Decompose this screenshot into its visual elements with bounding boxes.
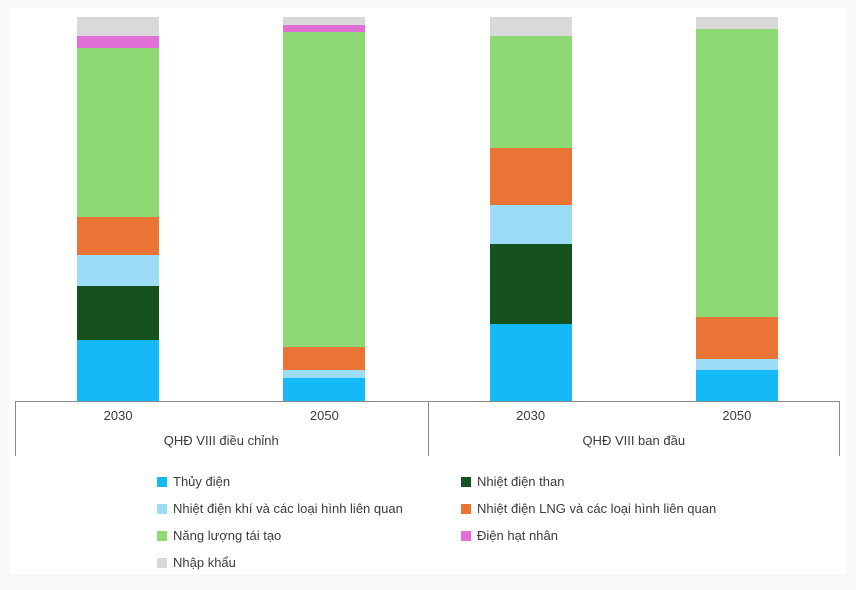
year-label: 2030 <box>103 408 133 423</box>
legend-label: Nhập khẩu <box>173 555 236 570</box>
legend-item: Nhiệt điện khí và các loại hình liên qua… <box>157 495 461 522</box>
bar-segment <box>77 216 160 256</box>
bar-segment <box>77 285 160 340</box>
stacked-bar <box>283 17 366 401</box>
legend-label: Nhiệt điện LNG và các loại hình liên qua… <box>477 501 717 516</box>
legend-swatch-icon <box>157 476 167 487</box>
year-label-row: 2030 2050 2030 2050 <box>15 402 840 429</box>
group-label: QHĐ VIII điều chỉnh <box>163 433 279 448</box>
bar-segment <box>489 36 572 148</box>
stacked-bar <box>695 17 778 401</box>
axis-tick <box>15 402 16 456</box>
axis-tick <box>839 402 840 456</box>
bar-segment <box>77 17 160 37</box>
legend-swatch-icon <box>157 557 167 568</box>
bar-slot <box>634 17 840 401</box>
plot-area <box>15 17 840 401</box>
legend: Thủy điện Nhiệt điện than Nhiệt điện khí… <box>157 468 847 576</box>
bar-segment <box>695 28 778 317</box>
bar-slot <box>221 17 427 401</box>
bar-group-adjusted <box>15 17 428 401</box>
year-label: 2050 <box>722 408 752 423</box>
bar-segment <box>77 339 160 401</box>
bar-segment <box>489 243 572 325</box>
bar-segment <box>695 370 778 401</box>
stacked-bar <box>77 17 160 401</box>
bar-segment <box>283 24 366 33</box>
bar-segment <box>283 32 366 348</box>
bar-segment <box>283 17 366 25</box>
bar-segment <box>489 324 572 401</box>
bar-segment <box>283 370 366 378</box>
bar-segment <box>283 377 366 401</box>
legend-swatch-icon <box>461 530 471 541</box>
group-label-row: QHĐ VIII điều chỉnh QHĐ VIII ban đầu <box>15 429 840 456</box>
year-label: 2050 <box>309 408 339 423</box>
bar-segment <box>695 17 778 29</box>
bar-segment <box>283 347 366 371</box>
legend-swatch-icon <box>461 503 471 514</box>
legend-item: Nhập khẩu <box>157 549 461 576</box>
legend-item: Năng lượng tái tạo <box>157 522 461 549</box>
bar-groups <box>15 17 840 401</box>
bar-segment <box>77 36 160 48</box>
legend-item: Điện hạt nhân <box>461 522 847 549</box>
legend-swatch-icon <box>157 530 167 541</box>
axis-tick <box>427 402 429 456</box>
legend-swatch-icon <box>461 476 471 487</box>
legend-item: Nhiệt điện than <box>461 468 847 495</box>
chart-canvas: 2030 2050 2030 2050 QHĐ VIII điều chỉnh … <box>9 8 847 574</box>
bar-segment <box>489 205 572 244</box>
bar-segment <box>77 255 160 286</box>
category-axis: 2030 2050 2030 2050 QHĐ VIII điều chỉnh … <box>15 401 840 456</box>
bar-segment <box>695 358 778 371</box>
stacked-bar <box>489 17 572 401</box>
legend-item: Nhiệt điện LNG và các loại hình liên qua… <box>461 495 847 522</box>
legend-item: Thủy điện <box>157 468 461 495</box>
bar-segment <box>489 147 572 206</box>
bar-segment <box>695 316 778 359</box>
bar-segment <box>489 17 572 37</box>
legend-swatch-icon <box>157 503 167 514</box>
legend-label: Năng lượng tái tạo <box>173 528 282 543</box>
year-label: 2030 <box>516 408 546 423</box>
bar-slot <box>428 17 634 401</box>
legend-label: Điện hạt nhân <box>477 528 558 543</box>
bar-slot <box>15 17 221 401</box>
legend-label: Thủy điện <box>173 474 231 489</box>
legend-label: Nhiệt điện than <box>477 474 565 489</box>
bar-segment <box>77 47 160 217</box>
bar-group-original <box>428 17 841 401</box>
legend-label: Nhiệt điện khí và các loại hình liên qua… <box>173 501 403 516</box>
group-label: QHĐ VIII ban đầu <box>582 433 686 448</box>
